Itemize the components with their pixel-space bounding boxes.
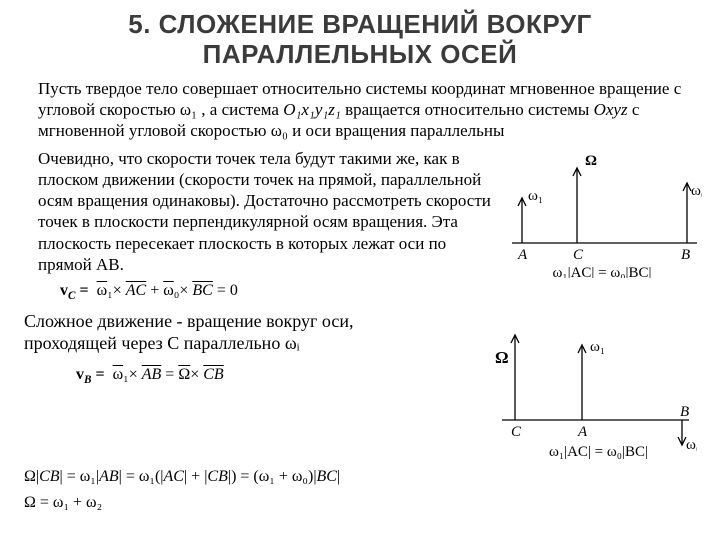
p3-wi: ωᵢ (285, 333, 300, 353)
equation-vc: vC = ω₁× AC + ω₀× BC = 0 (0, 282, 720, 302)
svg-text:A: A (577, 424, 588, 440)
svg-text:C: C (511, 424, 522, 440)
diagram-2: Ω ω₁ ω₀ C A B ω₁|AC| = ω₀|BC| (487, 310, 706, 460)
eq1-rhs: ω₁× AC + ω₀× BC = 0 (93, 282, 238, 299)
paragraph-2: Очевидно, что скорости точек тела будут … (38, 148, 496, 276)
p1-tail: и оси вращения параллельны (292, 121, 504, 140)
p1-mid2: вращается относительно системы (345, 100, 594, 119)
equation-vb: vB = ω₁× AB = Ω× CB (38, 365, 481, 387)
p3-line2: проходящей через С параллельно (24, 333, 285, 353)
eq2-rhs: ω₁× AB = Ω× CB (109, 366, 224, 383)
svg-text:Ω: Ω (495, 348, 509, 367)
slide-title: 5. СЛОЖЕНИЕ ВРАЩЕНИЙ ВОКРУГ ПАРАЛЛЕЛЬНЫХ… (0, 0, 720, 76)
equation-omega-sum: Ω = ω₁ + ω₂ (0, 494, 720, 512)
p3-line1: Сложное движение - вращение вокруг оси, (24, 311, 353, 331)
p1-sys1: O₁x₁y₁z₁ (283, 100, 341, 119)
paragraph-1: Пусть твердое тело совершает относительн… (0, 76, 720, 142)
svg-text:ω₁: ω₁ (528, 188, 543, 204)
row-para3-diagram2: Сложное движение - вращение вокруг оси, … (0, 302, 720, 460)
svg-text:ω₁|AC| = ω₀|BC|: ω₁|AC| = ω₀|BC| (552, 265, 651, 278)
diagram-1: Ω ω₁ ω₀ A C B ω₁|AC| = ω₀|BC| (502, 148, 706, 278)
svg-text:Ω: Ω (585, 153, 597, 169)
eq1-lhs: vC = (60, 282, 89, 299)
svg-text:ω₀: ω₀ (691, 183, 702, 199)
p1-sys2: Oxyz (594, 100, 628, 119)
svg-text:ω₀: ω₀ (686, 437, 697, 453)
svg-text:B: B (681, 247, 690, 263)
p1-mid1: , а система (201, 100, 283, 119)
svg-text:A: A (517, 247, 528, 263)
p1-w0: ω₀ (271, 121, 288, 140)
svg-text:ω₁|AC| = ω₀|BC|: ω₁|AC| = ω₀|BC| (549, 444, 648, 460)
paragraph-3: Сложное движение - вращение вокруг оси, … (24, 310, 481, 355)
p1-w1: ω₁ (180, 100, 197, 119)
svg-text:ω₁: ω₁ (590, 339, 605, 355)
eq2-lhs: vB = (76, 366, 105, 383)
row-para2-diagram1: Очевидно, что скорости точек тела будут … (0, 142, 720, 278)
svg-text:B: B (680, 404, 689, 420)
svg-text:C: C (573, 247, 584, 263)
equation-omega-cb: Ω|CB| = ω₁|AB| = ω₁(|AC| + |CB|) = (ω₁ +… (0, 468, 720, 486)
eq3-text: Ω|CB| = ω₁|AB| = ω₁(|AC| + |CB|) = (ω₁ +… (24, 468, 340, 485)
eq4-text: Ω = ω₁ + ω₂ (24, 494, 102, 511)
